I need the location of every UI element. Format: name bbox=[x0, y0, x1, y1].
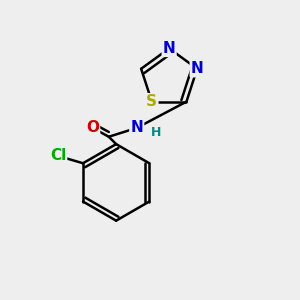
Text: N: N bbox=[130, 120, 143, 135]
Text: O: O bbox=[86, 120, 99, 135]
Text: N: N bbox=[163, 41, 175, 56]
Text: N: N bbox=[191, 61, 203, 76]
Text: H: H bbox=[151, 126, 161, 139]
Text: Cl: Cl bbox=[50, 148, 66, 164]
Text: S: S bbox=[146, 94, 157, 109]
